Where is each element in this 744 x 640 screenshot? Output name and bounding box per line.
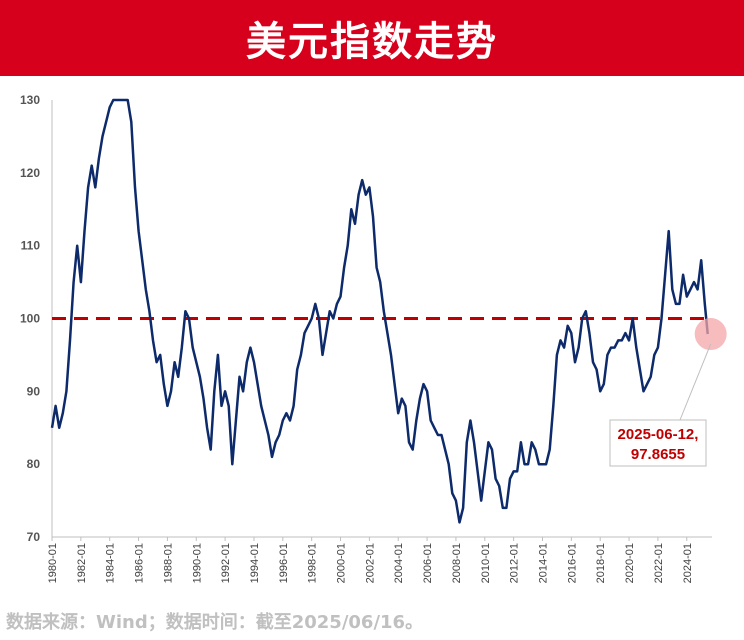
- x-tick-label: 2012-01: [509, 543, 521, 583]
- x-tick-label: 1990-01: [191, 543, 203, 583]
- data-source-note: 数据来源：Wind；数据时间：截至2025/06/16。: [6, 612, 424, 633]
- y-tick-label: 90: [27, 384, 41, 398]
- x-tick-label: 1998-01: [307, 543, 319, 583]
- latest-point-highlight: [694, 318, 727, 351]
- x-tick-label: 1980-01: [47, 543, 59, 583]
- x-axis: 1980-01 1982-01 1984-01 1986-01 1988-01 1990-…: [47, 536, 712, 583]
- x-tick-label: 2020-01: [624, 543, 636, 583]
- callout-box: [609, 419, 707, 467]
- x-tick-label: 1994-01: [249, 543, 261, 583]
- x-tick-label: 1986-01: [134, 543, 146, 583]
- x-tick-label: 2004-01: [393, 543, 405, 583]
- y-tick-label: 120: [20, 166, 40, 180]
- x-tick-label: 2022-01: [653, 543, 665, 583]
- x-tick-label: 2008-01: [451, 543, 463, 583]
- x-tick-label: 2010-01: [480, 543, 492, 583]
- y-tick-label: 130: [20, 93, 40, 107]
- y-tick-label: 110: [21, 239, 41, 253]
- x-tick-label: 2014-01: [537, 543, 549, 583]
- dxy-line-chart: 70 80 90 100 110 120 130 1980-01 1982-01 1984-01…: [20, 93, 727, 583]
- x-tick-label: 1996-01: [278, 543, 290, 583]
- x-tick-label: 2002-01: [364, 543, 376, 583]
- x-tick-label: 2000-01: [336, 543, 348, 583]
- callout-value: 97.8655: [631, 446, 685, 463]
- x-tick-label: 1988-01: [162, 543, 174, 583]
- series-line: [50, 98, 709, 524]
- y-tick-label: 100: [20, 312, 40, 326]
- x-tick-label: 2016-01: [566, 543, 578, 583]
- y-tick-label: 70: [27, 530, 41, 544]
- y-tick-label: 80: [27, 457, 41, 471]
- y-axis: 70 80 90 100 110 120 130: [20, 93, 53, 544]
- x-tick-label: 1982-01: [76, 543, 88, 583]
- x-tick-label: 2006-01: [422, 543, 434, 583]
- callout-date: 2025-06-12,: [618, 426, 699, 443]
- title-banner: 美元指数走势: [0, 0, 744, 76]
- x-tick-label: 2024-01: [682, 543, 694, 583]
- page-title: 美元指数走势: [246, 19, 498, 65]
- x-tick-label: 1992-01: [220, 543, 232, 583]
- callout-leader-line: [679, 343, 712, 421]
- x-tick-label: 2018-01: [595, 543, 607, 583]
- x-tick-label: 1984-01: [105, 543, 117, 583]
